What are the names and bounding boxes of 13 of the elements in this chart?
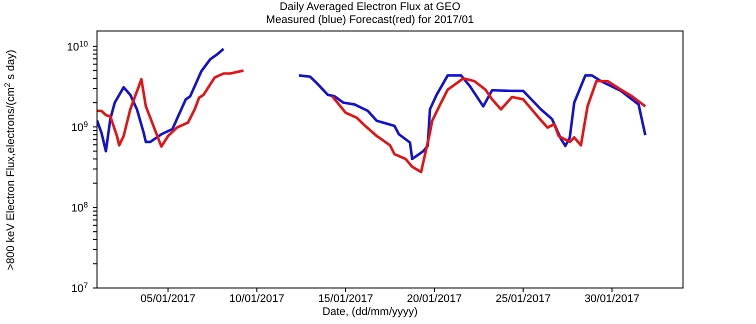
chart-subtitle: Measured (blue) Forecast(red) for 2017/01: [265, 14, 475, 27]
y-tick-label: 10$^{9}$: [71, 119, 89, 134]
y-tick-label: 10$^{10}$: [66, 38, 89, 54]
x-axis-title: Date, (dd/mm/yyyy): [321, 306, 419, 319]
y-tick-label: 10$^{8}$: [71, 200, 89, 214]
x-tick-label: 05/01/2017: [140, 292, 196, 305]
chart-title: Daily Averaged Electron Flux at GEO: [278, 1, 462, 14]
y-tick-label: 10$^{7}$: [71, 280, 89, 295]
x-tick-label: 15/01/2017: [318, 292, 374, 305]
x-tick-label: 30/01/2017: [584, 292, 640, 305]
x-tick-label: 25/01/2017: [496, 292, 551, 305]
x-tick-label: 10/01/2017: [229, 292, 284, 305]
x-tick-label: 20/01/2017: [406, 292, 462, 305]
